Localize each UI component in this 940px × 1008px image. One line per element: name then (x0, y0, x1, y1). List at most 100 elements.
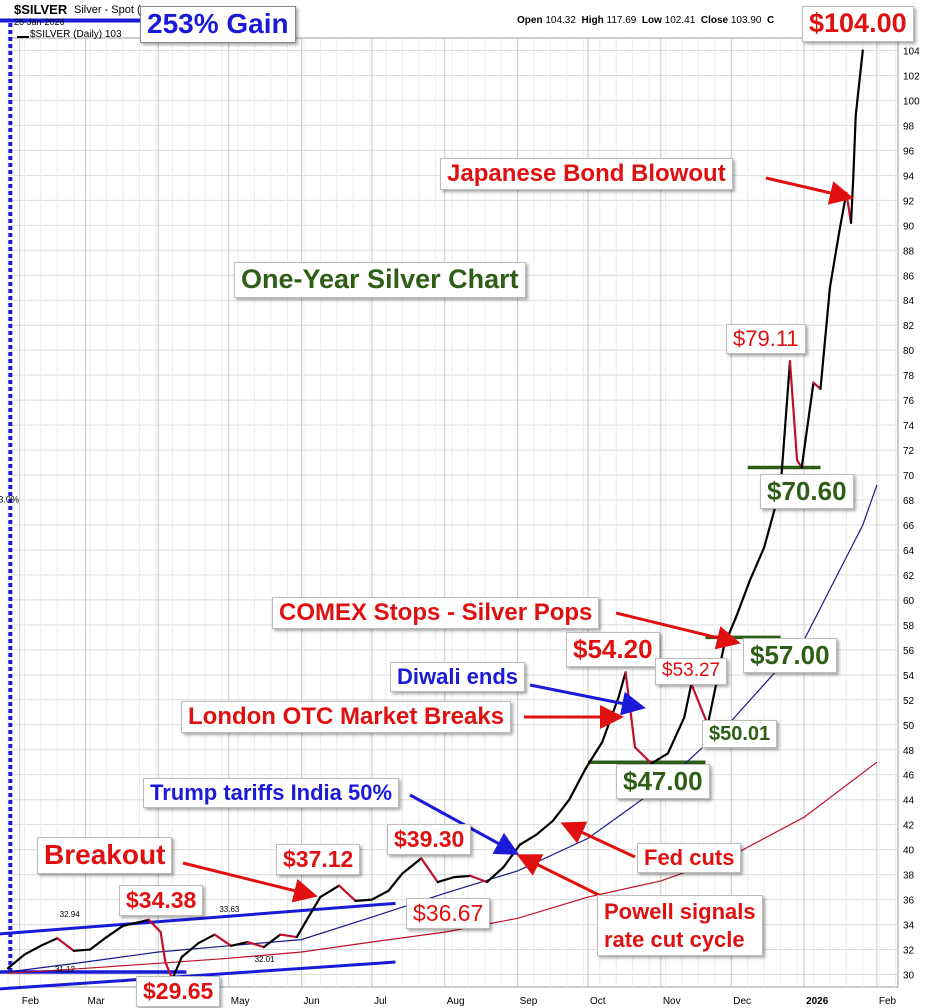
small-value-label: 31.12 (55, 965, 76, 974)
fed-cuts-annotation: Fed cuts (637, 843, 742, 874)
close-value: 103.90 (730, 15, 762, 26)
y-tick-label: 90 (903, 221, 915, 232)
y-tick-label: 100 (903, 96, 920, 107)
fed-cuts-arrow (560, 821, 636, 859)
powell-line-2: rate cut cycle (604, 926, 745, 952)
y-tick-label: 80 (903, 346, 915, 357)
diwali-arrow (529, 683, 646, 716)
y-tick-label: 60 (903, 596, 915, 607)
x-tick-label: Oct (590, 996, 606, 1007)
y-tick-label: 56 (903, 646, 915, 657)
price-segment (338, 884, 357, 902)
diwali-annotation: Diwali ends (390, 662, 526, 693)
comex-arrow (615, 611, 741, 650)
high-value: 117.69 (606, 15, 637, 26)
price-segment (401, 857, 423, 875)
chart-arrows (182, 176, 854, 903)
price-segment (89, 935, 108, 951)
trump-tariffs-annotation: Trump tariffs India 50% (143, 778, 400, 809)
small-value-label: 32.94 (60, 910, 81, 919)
x-tick-label: 2026 (806, 996, 829, 1007)
x-tick-label: Nov (663, 996, 681, 1007)
x-tick-label: Feb (879, 996, 897, 1007)
japanese-bond-annotation: Japanese Bond Blowout (440, 158, 733, 191)
price-segment (812, 381, 822, 390)
y-tick-label: 76 (903, 396, 915, 407)
trendline (0, 960, 396, 991)
price-label-57: $57.00 (743, 638, 837, 673)
price-segment (650, 752, 669, 765)
legend-line-icon (17, 36, 29, 38)
low-value: 102.41 (664, 15, 696, 26)
price-segment (354, 898, 374, 902)
price-label-36: $36.67 (406, 898, 491, 930)
price-segment (72, 948, 92, 952)
price-segment (39, 937, 59, 947)
london-annotation: London OTC Market Breaks (181, 701, 512, 734)
powell-line-1: Powell signals (604, 899, 756, 924)
gain-annotation: 253% Gain (140, 6, 296, 43)
price-segment (420, 857, 439, 884)
price-segment (734, 578, 752, 619)
open-label: Open (517, 15, 543, 26)
x-tick-label: Jun (304, 996, 320, 1007)
price-segment (159, 930, 167, 964)
price-segment (485, 866, 505, 884)
price-segment (279, 933, 298, 939)
price-label-79: $79.11 (726, 324, 806, 355)
price-label-54: $54.20 (566, 632, 660, 667)
ohlc-bar: Open 104.32 High 117.69 Low 102.41 Close… (517, 15, 774, 26)
trendline (0, 901, 396, 936)
y-tick-label: 68 (903, 496, 915, 507)
chart-title: One-Year Silver Chart (234, 262, 526, 298)
x-tick-label: Feb (22, 996, 40, 1007)
price-label-29: $29.65 (136, 976, 221, 1008)
price-segment (319, 884, 341, 899)
price-segment (138, 918, 150, 924)
price-label-50: $50.01 (702, 720, 778, 748)
y-tick-label: 58 (903, 621, 915, 632)
price-segment (23, 944, 42, 956)
y-tick-label: 34 (903, 921, 915, 932)
price-segment (690, 682, 709, 726)
price-segment (453, 874, 472, 879)
price-label-39: $39.30 (387, 824, 472, 856)
price-segment (246, 940, 266, 949)
price-segment (819, 286, 831, 390)
y-tick-label: 102 (903, 71, 920, 82)
price-segment (105, 924, 125, 939)
price-segment (535, 819, 554, 836)
y-tick-label: 48 (903, 746, 915, 757)
price-label-53: $53.27 (655, 658, 728, 685)
price-segment (436, 876, 456, 884)
price-segment (666, 716, 686, 755)
price-segment (121, 920, 141, 927)
y-tick-label: 104 (903, 46, 920, 57)
price-label-47: $47.00 (616, 764, 710, 799)
chart-header-name: Silver - Spot ( (74, 4, 141, 16)
x-tick-label: Mar (87, 996, 105, 1007)
chart-small-labels: 253.0% 32.94 33.63 32.01 31.12 (0, 495, 275, 975)
price-segment (197, 933, 216, 945)
price-segment (171, 955, 183, 980)
price-segment (147, 918, 162, 934)
chart-header-date: 26-Jan-2026 (14, 17, 65, 27)
y-tick-label: 82 (903, 321, 915, 332)
trump-arrow (409, 793, 520, 855)
low-label: Low (641, 15, 662, 26)
x-tick-label: May (231, 996, 250, 1007)
chart-header-symbol: $SILVER (14, 2, 68, 17)
high-label: High (581, 15, 604, 26)
y-tick-label: 52 (903, 696, 915, 707)
small-value-label: 33.63 (219, 905, 240, 914)
price-segment (617, 671, 627, 699)
gain-percent-label: 253.0% (0, 495, 19, 505)
price-segment (370, 889, 390, 901)
price-segment (262, 933, 282, 949)
y-tick-label: 78 (903, 371, 915, 382)
y-tick-label: 72 (903, 446, 915, 457)
price-label-104: $104.00 (802, 6, 914, 42)
price-segment (6, 953, 26, 970)
x-tick-label: Sep (520, 996, 538, 1007)
price-segment (180, 942, 200, 959)
